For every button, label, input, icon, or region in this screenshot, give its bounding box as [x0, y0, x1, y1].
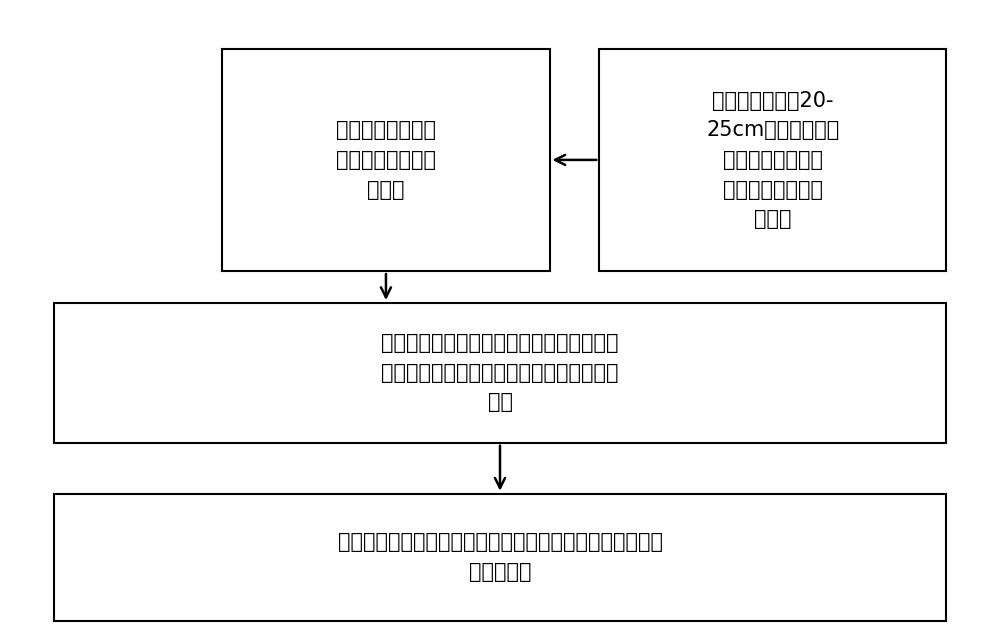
FancyBboxPatch shape [54, 494, 946, 621]
FancyBboxPatch shape [222, 49, 550, 271]
FancyBboxPatch shape [54, 303, 946, 443]
FancyBboxPatch shape [599, 49, 946, 271]
Text: 定期刈割收获吸收了重金属镉、铅的八宝景天地上部，并做
无害化处理: 定期刈割收获吸收了重金属镉、铅的八宝景天地上部，并做 无害化处理 [338, 533, 662, 582]
Text: 将八宝景天种植在
中低度镉、铅污染
土壤中: 将八宝景天种植在 中低度镉、铅污染 土壤中 [336, 120, 436, 200]
Text: 利用壳聚糖活化土壤中的重金属镉、铅，然
后通过八宝景天根系吸收镉、铅并转移至地
上部: 利用壳聚糖活化土壤中的重金属镉、铅，然 后通过八宝景天根系吸收镉、铅并转移至地 … [381, 333, 619, 412]
Text: 待八宝景天长至20-
25cm时，将壳聚糖
溶于水后添加于种
植八宝景天的污染
土壤中: 待八宝景天长至20- 25cm时，将壳聚糖 溶于水后添加于种 植八宝景天的污染 … [706, 91, 839, 229]
